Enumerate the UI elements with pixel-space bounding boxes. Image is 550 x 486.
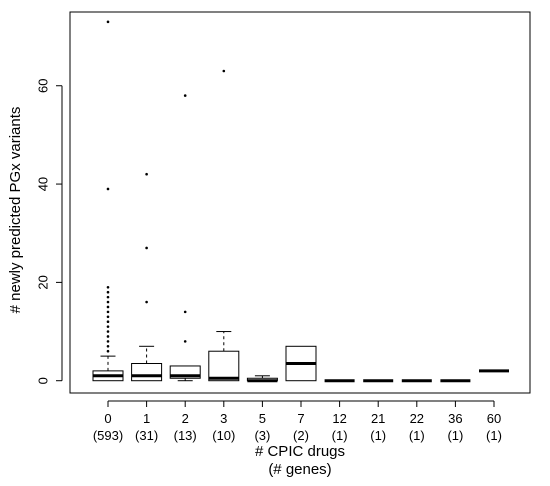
x-tick-label: 2 bbox=[182, 411, 189, 426]
y-tick-label: 20 bbox=[35, 275, 50, 289]
y-tick-label: 0 bbox=[35, 377, 50, 384]
outlier-point bbox=[107, 350, 110, 353]
x-tick-count-label: (1) bbox=[370, 428, 386, 443]
x-tick-label: 7 bbox=[297, 411, 304, 426]
outlier-point bbox=[107, 330, 110, 333]
x-tick-count-label: (31) bbox=[135, 428, 158, 443]
box-group bbox=[247, 376, 277, 381]
outlier-point bbox=[184, 340, 187, 343]
x-tick-label: 0 bbox=[104, 411, 111, 426]
x-tick-label: 12 bbox=[332, 411, 346, 426]
box-group bbox=[209, 70, 239, 381]
y-tick-label: 40 bbox=[35, 177, 50, 191]
box-iqr bbox=[209, 351, 239, 380]
x-tick-label: 5 bbox=[259, 411, 266, 426]
box-group bbox=[286, 346, 316, 380]
x-tick-label: 60 bbox=[487, 411, 501, 426]
boxes-layer bbox=[93, 21, 509, 381]
outlier-point bbox=[107, 335, 110, 338]
outlier-point bbox=[107, 291, 110, 294]
box-iqr bbox=[132, 364, 162, 381]
x-tick-count-label: (1) bbox=[486, 428, 502, 443]
outlier-point bbox=[223, 70, 226, 73]
x-tick-label: 22 bbox=[410, 411, 424, 426]
x-tick-count-label: (1) bbox=[409, 428, 425, 443]
box-group bbox=[170, 94, 200, 380]
x-tick-label: 36 bbox=[448, 411, 462, 426]
box-group bbox=[93, 21, 123, 381]
box-group bbox=[132, 173, 162, 381]
outlier-point bbox=[107, 320, 110, 323]
x-tick-count-label: (593) bbox=[93, 428, 123, 443]
outlier-point bbox=[107, 286, 110, 289]
outlier-point bbox=[107, 316, 110, 319]
x-tick-label: 3 bbox=[220, 411, 227, 426]
x-tick-count-label: (1) bbox=[332, 428, 348, 443]
outlier-point bbox=[107, 296, 110, 299]
x-tick-count-label: (10) bbox=[212, 428, 235, 443]
x-tick-label: 1 bbox=[143, 411, 150, 426]
outlier-point bbox=[145, 247, 148, 250]
outlier-point bbox=[107, 188, 110, 191]
outlier-point bbox=[184, 94, 187, 97]
x-tick-count-label: (2) bbox=[293, 428, 309, 443]
y-tick-label: 60 bbox=[35, 79, 50, 93]
x-tick-count-label: (13) bbox=[174, 428, 197, 443]
x-axis-title: # CPIC drugs bbox=[255, 443, 345, 460]
x-axis-subtitle: (# genes) bbox=[268, 461, 331, 478]
x-axis: 0 (593) 1 (31) 2 (13) 3 (10) 5 (3) 7 (2) 12 (1) 21 (1) 2… bbox=[93, 401, 502, 443]
x-tick-count-label: (3) bbox=[254, 428, 270, 443]
outlier-point bbox=[107, 340, 110, 343]
outlier-point bbox=[107, 311, 110, 314]
outlier-point bbox=[145, 173, 148, 176]
outlier-point bbox=[145, 301, 148, 304]
outlier-point bbox=[107, 325, 110, 328]
outlier-point bbox=[107, 21, 110, 24]
y-axis-title: # newly predicted PGx variants bbox=[7, 107, 24, 314]
outlier-point bbox=[107, 306, 110, 309]
outlier-point bbox=[107, 345, 110, 348]
outlier-point bbox=[107, 301, 110, 304]
y-axis: 0 20 40 60 bbox=[35, 79, 62, 385]
outlier-point bbox=[184, 311, 187, 314]
x-tick-label: 21 bbox=[371, 411, 385, 426]
x-tick-count-label: (1) bbox=[447, 428, 463, 443]
plot-frame bbox=[70, 12, 530, 393]
